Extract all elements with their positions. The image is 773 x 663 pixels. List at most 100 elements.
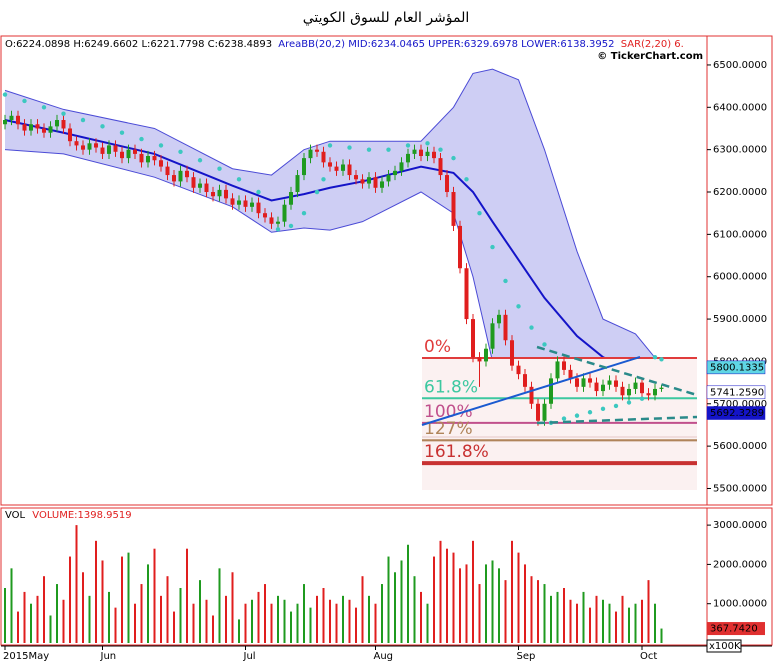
candle-body (74, 141, 79, 146)
sar-dot (275, 227, 281, 232)
candle-body (9, 115, 14, 121)
candle-body (178, 170, 183, 182)
candle-body (230, 198, 235, 205)
candle-body (289, 192, 293, 205)
candle-body (126, 149, 131, 159)
candle-body (438, 158, 443, 176)
x-tick-label: Jul (243, 651, 256, 662)
candle-body (490, 323, 495, 349)
candle-body (581, 378, 586, 387)
header-sar: SAR(2,20) 6. (621, 39, 684, 50)
candle-body (16, 115, 20, 125)
candle-body (419, 149, 423, 157)
candle-body (536, 403, 540, 421)
candle-body (354, 175, 358, 180)
fibonacci: 0% 61.8% 100%127% 161.8% (422, 337, 697, 490)
candle-body (646, 393, 651, 396)
candle-body (497, 314, 501, 324)
candle-body (165, 166, 170, 176)
candle-body (87, 143, 92, 150)
y-tick-label: 6300.0000 (713, 145, 767, 156)
volume-header: VOL VOLUME:1398.9519 (5, 510, 132, 521)
candle-body (523, 374, 527, 387)
candle-body (133, 149, 137, 154)
candle-body (81, 145, 85, 150)
candle-body (510, 340, 514, 366)
candle-body (29, 124, 33, 131)
unit-box (706, 639, 742, 653)
fib-label: 100% (424, 402, 473, 422)
candle-body (464, 268, 469, 320)
band-upper (4, 68, 662, 366)
candle-body (549, 378, 553, 404)
candle-body (601, 384, 605, 392)
sar-dot (61, 111, 66, 116)
y-tick-label: 5500.0000 (713, 483, 767, 494)
candle-body (477, 357, 482, 362)
price-tag-label: 5800.1335 (710, 362, 764, 373)
candle-body (48, 126, 53, 133)
y-tick-label: 6200.0000 (713, 187, 767, 198)
sar-dot (516, 304, 521, 309)
candle-body (432, 151, 436, 159)
candle-body (633, 382, 638, 389)
candle-body (211, 192, 215, 197)
sar-dot (327, 143, 333, 148)
x-tick-label: Aug (374, 651, 394, 662)
sar-dot (100, 124, 105, 129)
candle-body (107, 145, 111, 154)
sar-dot (490, 244, 495, 250)
y-tick-label: 6100.0000 (713, 229, 767, 240)
volume-tick-label: 1000.0000 (713, 599, 767, 610)
candle-body (393, 170, 397, 176)
sar-dot (314, 189, 320, 195)
candle-body (445, 175, 449, 193)
sar-dot (503, 278, 508, 284)
volume-tick-label: 3000.0000 (713, 520, 767, 531)
candle-body (516, 365, 521, 375)
candle-body (484, 348, 488, 362)
price-axis (706, 35, 773, 506)
x-tick-label: 2015May (3, 651, 49, 662)
sar-dot (587, 410, 593, 415)
sar-dot (41, 105, 47, 110)
candle-body (120, 151, 124, 159)
candle-body (328, 162, 332, 167)
candle-body (276, 221, 280, 224)
sar-dot (158, 143, 164, 148)
sar-dot (321, 177, 326, 182)
sar-dot (613, 403, 619, 409)
candle-body (334, 166, 339, 171)
fib-label: 127% (424, 419, 473, 439)
candle-body (367, 177, 371, 184)
sar-dot (542, 342, 547, 347)
trend-line (421, 356, 641, 426)
candle-body (172, 175, 176, 182)
candle-body (3, 120, 7, 125)
candle-body (146, 156, 150, 163)
y-tick-label: 6000.0000 (713, 272, 767, 283)
volume-unit: x100K (709, 641, 741, 652)
volume-tag (707, 622, 765, 636)
candle-body (224, 189, 228, 199)
candle-body (425, 151, 430, 157)
y-tick-label: 5900.0000 (713, 314, 767, 325)
x-tick-label: Sep (517, 651, 536, 662)
sar-dot (574, 413, 580, 418)
price-tag (706, 360, 766, 375)
candle-body (653, 388, 657, 396)
sar-dot (217, 166, 222, 171)
credit: © TickerChart.com (597, 51, 703, 62)
sar-dot (197, 158, 203, 163)
candle-body (217, 189, 222, 197)
sar-dot (659, 357, 664, 362)
candle-body (315, 149, 319, 152)
candle-body (250, 202, 254, 207)
sar-dot (366, 147, 372, 152)
header-ohlc: O:6224.0898 H:6249.6602 L:6221.7798 C:62… (5, 39, 272, 50)
candle-body (204, 183, 209, 193)
candle-body (588, 378, 592, 383)
sar-dot (347, 145, 352, 150)
x-tick-label: Oct (640, 651, 657, 662)
